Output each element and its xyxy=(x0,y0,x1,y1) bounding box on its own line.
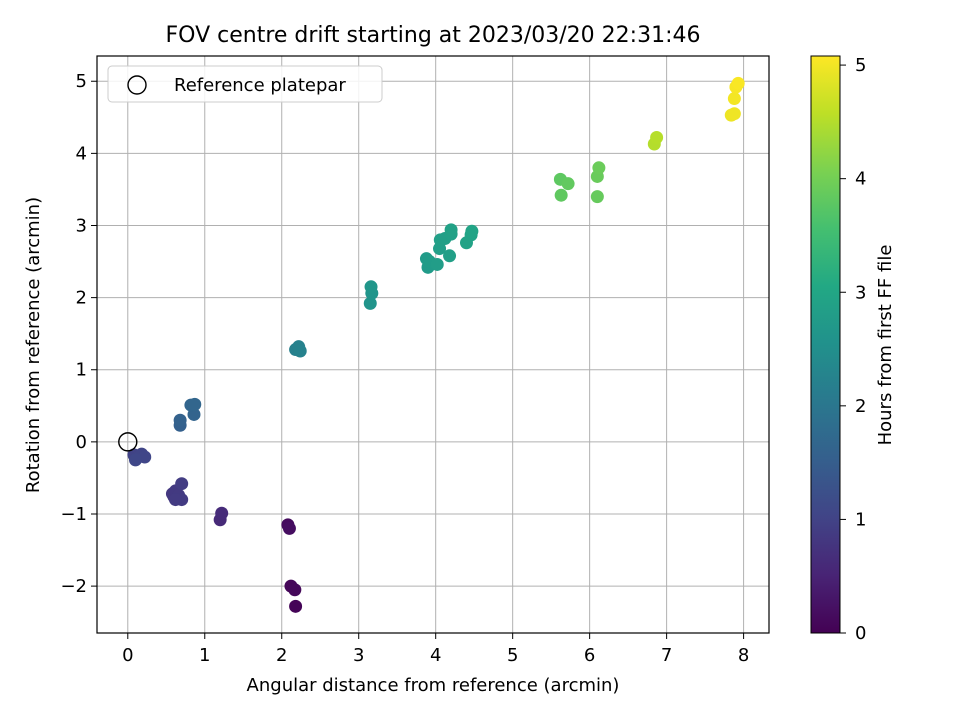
data-point xyxy=(465,224,479,238)
data-point xyxy=(188,397,202,411)
data-points xyxy=(127,76,745,613)
x-tick-label: 0 xyxy=(122,645,133,666)
colorbar-tick-label: 2 xyxy=(855,396,866,417)
data-point xyxy=(430,257,444,271)
data-point xyxy=(364,280,378,294)
y-tick-label: 5 xyxy=(76,71,87,92)
y-tick-label: −1 xyxy=(60,504,87,525)
chart-title: FOV centre drift starting at 2023/03/20 … xyxy=(166,23,701,48)
data-point xyxy=(288,583,302,597)
data-point xyxy=(731,76,745,90)
y-axis-label: Rotation from reference (arcmin) xyxy=(23,197,44,493)
x-tick-label: 2 xyxy=(276,645,287,666)
data-point xyxy=(293,344,307,358)
x-tick-label: 4 xyxy=(430,645,441,666)
data-point xyxy=(592,161,606,175)
colorbar-tick-label: 1 xyxy=(855,509,866,530)
colorbar-tick-label: 4 xyxy=(855,169,866,190)
colorbar-tick-label: 5 xyxy=(855,55,866,76)
plot-frame xyxy=(96,55,770,634)
reference-marker-layer xyxy=(118,432,138,452)
data-point xyxy=(561,177,575,191)
legend-box xyxy=(107,65,383,103)
colorbar-gradient xyxy=(810,55,841,634)
colorbar-tick-label: 3 xyxy=(855,282,866,303)
data-point xyxy=(128,453,142,467)
reference-platepar-marker xyxy=(118,432,138,452)
legend: Reference platepar xyxy=(107,65,383,103)
data-point xyxy=(650,131,664,145)
y-tick-label: 3 xyxy=(76,215,87,236)
x-tick-label: 3 xyxy=(353,645,364,666)
x-tick-label: 1 xyxy=(199,645,210,666)
x-tick-label: 6 xyxy=(584,645,595,666)
y-axis-ticks: −2 −1 0 1 2 3 4 5 xyxy=(60,71,97,597)
x-axis-ticks: 0 1 2 3 4 5 6 7 8 xyxy=(122,633,749,666)
y-tick-label: 0 xyxy=(76,432,87,453)
data-point xyxy=(554,188,568,202)
y-tick-label: 4 xyxy=(76,143,87,164)
grid-lines xyxy=(97,56,769,633)
legend-reference-marker-icon xyxy=(127,75,147,95)
y-tick-label: −2 xyxy=(60,576,87,597)
colorbar-tick-label: 0 xyxy=(855,623,866,644)
x-axis-label: Angular distance from reference (arcmin) xyxy=(247,675,620,696)
y-tick-label: 2 xyxy=(76,288,87,309)
data-point xyxy=(215,506,229,520)
data-point xyxy=(289,599,303,613)
data-point xyxy=(590,190,604,204)
data-point xyxy=(443,249,457,263)
data-point xyxy=(727,107,741,121)
colorbar: 0 1 2 3 4 5 Hours from first FF file xyxy=(810,55,896,644)
data-point xyxy=(444,223,458,237)
data-point xyxy=(169,493,183,507)
colorbar-label: Hours from first FF file xyxy=(875,245,896,446)
data-point xyxy=(173,413,187,427)
data-point xyxy=(363,296,377,310)
x-tick-label: 7 xyxy=(661,645,672,666)
y-tick-label: 1 xyxy=(76,360,87,381)
x-tick-label: 8 xyxy=(738,645,749,666)
colorbar-ticks: 0 1 2 3 4 5 xyxy=(840,55,866,644)
data-point xyxy=(727,92,741,106)
data-point xyxy=(175,477,189,491)
x-tick-label: 5 xyxy=(507,645,518,666)
legend-entry: Reference platepar xyxy=(174,75,346,96)
data-point xyxy=(282,521,296,535)
